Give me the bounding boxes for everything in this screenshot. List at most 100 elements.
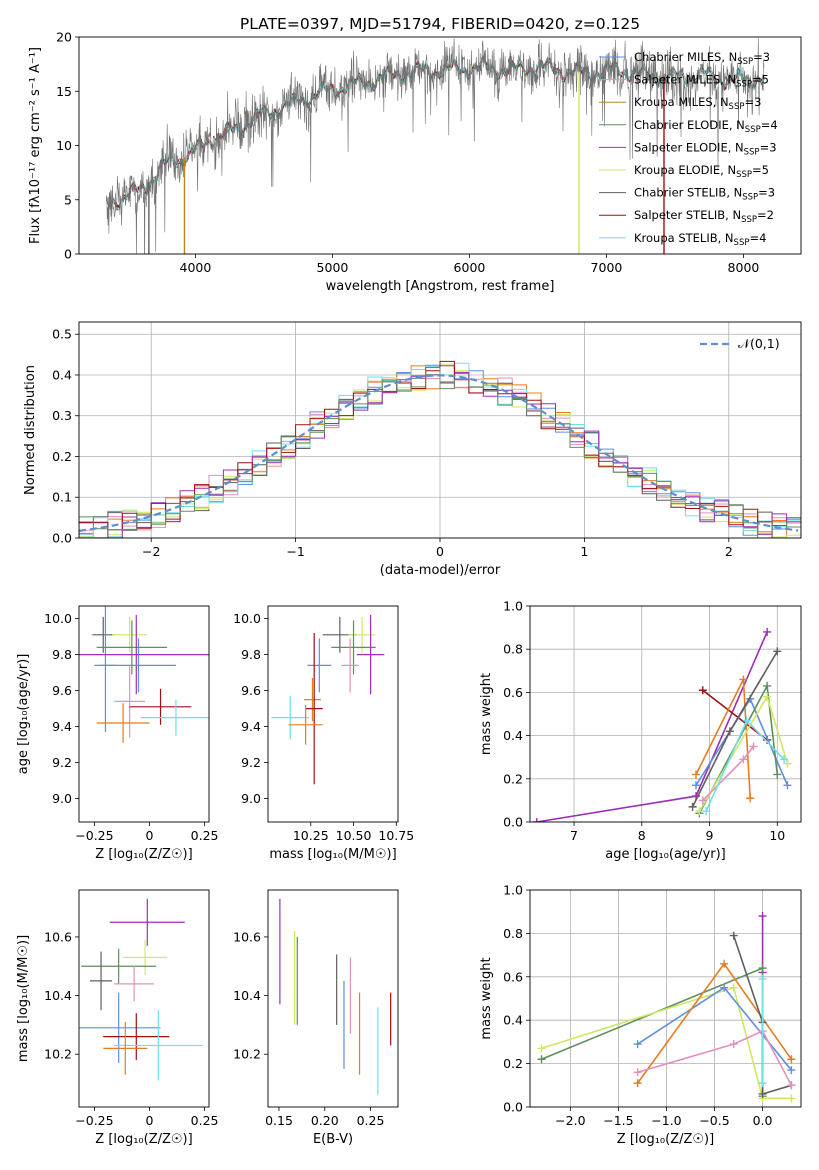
legend-entry: 𝒩(0,1) [738, 336, 780, 351]
plot-area [105, 38, 765, 254]
plot-area [530, 890, 801, 1107]
y-tick-label: 0.2 [503, 771, 523, 786]
x-tick-label: 0.25 [357, 1113, 385, 1128]
legend-entry: Chabrier STELIB, NSSP=3 [634, 186, 775, 203]
y-tick-label: 0.4 [503, 1013, 523, 1028]
legend-label: Salpeter STELIB, N [634, 208, 741, 222]
y-tick-label: 9.4 [241, 719, 261, 734]
weight-trajectory-line [691, 650, 778, 808]
legend-entry: Chabrier MILES, NSSP=3 [634, 50, 770, 67]
weight-marker [787, 1055, 796, 1064]
x-tick-label: 0 [436, 544, 444, 559]
legend-suffix: =5 [752, 163, 769, 177]
x-tick-label: 10 [769, 828, 785, 843]
y-tick-label: 0.0 [503, 815, 523, 830]
y-tick-label: 1.0 [503, 599, 523, 614]
weight-marker [633, 1079, 642, 1088]
plot-area [79, 898, 203, 1081]
y-tick-label: 9.2 [241, 755, 261, 770]
weight-marker [763, 627, 772, 636]
x-axis-label: Z [log₁₀(Z/Z☉)] [617, 1132, 714, 1147]
age-vs-mass-panel: 10.25 10.50 10.75 9.0 9.2 9.4 9.6 9.8 10.0 mass [… [233, 605, 414, 862]
y-axis-label: age [log₁₀(age/yr)] [16, 654, 31, 775]
x-tick-label: −1.0 [651, 1113, 681, 1128]
y-axis-label: Flux [fλ10⁻¹⁷ erg cm⁻² s⁻¹ A⁻¹] [28, 47, 43, 244]
y-tick-label: 10.4 [44, 988, 72, 1003]
y-tick-label: 9.0 [241, 791, 261, 806]
weight-marker [725, 727, 734, 736]
legend-suffix: =2 [757, 208, 774, 222]
x-tick-label: −2.0 [555, 1113, 585, 1128]
x-tick-label: 10.50 [336, 828, 372, 843]
y-tick-label: 9.8 [241, 647, 261, 662]
y-tick-label: 10.6 [44, 929, 72, 944]
mass-weight-vs-metallicity-panel: −2.0 −1.5 −1.0 −0.5 0.0 0.0 0.2 0.4 0.6 0.8 1.0 Z [… [479, 883, 802, 1147]
weight-marker [695, 807, 704, 816]
x-axis-label: Z [log₁₀(Z/Z☉)] [95, 1132, 192, 1147]
y-tick-label: 9.2 [52, 755, 72, 770]
weight-marker [746, 794, 755, 803]
weight-marker [691, 770, 700, 779]
mass-vs-metallicity-panel: −0.25 0 0.25 10.2 10.4 10.6 Z [log₁₀(Z/Z☉)] mas… [16, 889, 219, 1147]
legend-subscript: SSP [741, 215, 757, 225]
legend-subscript: SSP [736, 80, 752, 90]
weight-marker [537, 1055, 546, 1064]
legend-label: Kroupa STELIB, N [634, 231, 734, 245]
spectrum-title: PLATE=0397, MJD=51794, FIBERID=0420, z=0… [240, 15, 640, 33]
y-axis-label: Normed distribution [23, 365, 38, 495]
plot-area [279, 898, 392, 1096]
legend-suffix: =4 [749, 231, 766, 245]
x-tick-label: 0.25 [191, 828, 219, 843]
weight-trajectory-line [702, 745, 755, 801]
weight-marker [698, 686, 707, 695]
legend-suffix: =3 [758, 186, 775, 200]
plot-area [79, 322, 801, 538]
legend-subscript: SSP [736, 170, 752, 180]
x-tick-label: 2 [725, 544, 733, 559]
spectrum-panel: PLATE=0397, MJD=51794, FIBERID=0420, z=0… [28, 15, 802, 294]
axes-frame [78, 605, 210, 823]
legend-label: Salpeter MILES, N [634, 73, 736, 87]
y-tick-label: 0.8 [503, 926, 523, 941]
weight-marker [702, 807, 711, 816]
y-tick-label: 0.2 [52, 449, 72, 464]
x-tick-label: 7 [570, 828, 578, 843]
weight-marker [758, 1079, 767, 1088]
weight-marker [749, 742, 758, 751]
weight-marker [773, 770, 782, 779]
x-axis-label: (data-model)/error [380, 563, 501, 578]
weight-trajectory-line [541, 986, 792, 1100]
legend-entry: Salpeter MILES, NSSP=5 [634, 73, 769, 90]
x-axis-label: Z [log₁₀(Z/Z☉)] [95, 847, 192, 862]
weight-trajectory-line [698, 683, 779, 814]
y-tick-label: 10 [56, 138, 72, 153]
weight-marker [729, 983, 738, 992]
legend-subscript: SSP [729, 102, 745, 112]
weight-marker [742, 716, 751, 725]
x-axis-label: E(B-V) [313, 1132, 353, 1147]
y-tick-label: 0.3 [52, 408, 72, 423]
y-tick-label: 10.6 [233, 929, 261, 944]
x-tick-label: 8000 [728, 260, 760, 275]
mass-vs-ebv-panel: 0.15 0.20 0.25 10.2 10.4 10.6 E(B-V) [233, 889, 399, 1147]
plot-area [271, 615, 385, 785]
y-tick-label: 9.4 [52, 719, 72, 734]
x-tick-label: −1.5 [603, 1113, 633, 1128]
legend-label: Chabrier MILES, N [634, 50, 737, 64]
y-tick-label: 10.0 [233, 611, 261, 626]
y-tick-label: 0.2 [503, 1056, 523, 1071]
legend-label: Salpeter ELODIE, N [634, 140, 744, 154]
y-tick-label: 0.0 [503, 1100, 523, 1115]
plot-area [79, 606, 209, 743]
weight-marker [787, 1081, 796, 1090]
x-tick-label: 1 [580, 544, 588, 559]
weight-marker [729, 1040, 738, 1049]
legend-entry: Salpeter STELIB, NSSP=2 [634, 208, 774, 225]
weight-trajectory-line [637, 1029, 793, 1086]
y-tick-label: 9.8 [52, 647, 72, 662]
y-tick-label: 9.6 [52, 683, 72, 698]
y-axis-label: mass [log₁₀(M/M☉)] [16, 935, 31, 1062]
x-tick-label: 4000 [180, 260, 212, 275]
axes-frame [267, 605, 399, 823]
legend-suffix: =5 [752, 73, 769, 87]
